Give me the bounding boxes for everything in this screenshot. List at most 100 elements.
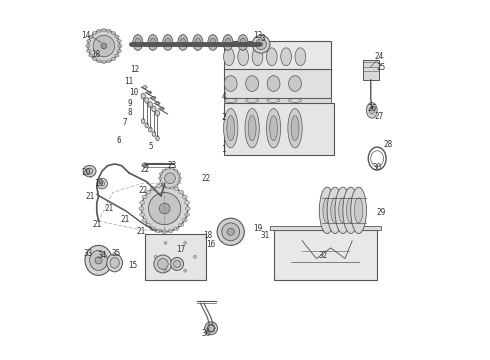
- Ellipse shape: [140, 213, 145, 216]
- Ellipse shape: [151, 96, 156, 99]
- Ellipse shape: [159, 173, 163, 175]
- Ellipse shape: [208, 35, 218, 50]
- Ellipse shape: [193, 35, 203, 50]
- Bar: [223, 98, 331, 103]
- Ellipse shape: [90, 250, 107, 270]
- Text: 8: 8: [127, 108, 132, 117]
- Circle shape: [227, 228, 234, 235]
- Text: 9: 9: [127, 99, 132, 108]
- Circle shape: [252, 35, 270, 53]
- Ellipse shape: [178, 177, 182, 179]
- Circle shape: [213, 325, 215, 327]
- Ellipse shape: [174, 227, 179, 230]
- Ellipse shape: [162, 184, 167, 187]
- Ellipse shape: [156, 102, 160, 105]
- Circle shape: [164, 242, 167, 244]
- Ellipse shape: [288, 109, 302, 148]
- Bar: [270, 226, 381, 230]
- Ellipse shape: [140, 201, 145, 204]
- Text: 15: 15: [128, 261, 137, 270]
- Ellipse shape: [107, 254, 122, 272]
- Ellipse shape: [227, 116, 235, 141]
- Ellipse shape: [177, 173, 181, 175]
- Circle shape: [157, 258, 168, 269]
- Ellipse shape: [155, 111, 160, 116]
- Bar: [223, 103, 334, 155]
- Ellipse shape: [148, 35, 158, 50]
- Circle shape: [154, 255, 172, 273]
- Bar: [145, 234, 206, 280]
- Ellipse shape: [159, 181, 163, 184]
- Ellipse shape: [224, 76, 237, 91]
- Text: 22: 22: [140, 165, 149, 174]
- Ellipse shape: [289, 76, 301, 91]
- Ellipse shape: [210, 38, 216, 47]
- Ellipse shape: [252, 48, 263, 66]
- Ellipse shape: [89, 54, 93, 57]
- Ellipse shape: [248, 116, 256, 141]
- Text: 26: 26: [367, 104, 376, 113]
- Ellipse shape: [115, 54, 119, 57]
- Circle shape: [210, 324, 212, 325]
- Text: 1: 1: [221, 145, 226, 154]
- Circle shape: [173, 260, 181, 267]
- Circle shape: [184, 269, 187, 272]
- Ellipse shape: [165, 38, 171, 47]
- Ellipse shape: [182, 219, 187, 222]
- Text: 19: 19: [94, 179, 103, 188]
- Text: 6: 6: [117, 136, 121, 145]
- Text: 4: 4: [221, 91, 226, 100]
- Text: 20: 20: [81, 168, 91, 177]
- Text: 3: 3: [261, 35, 265, 44]
- Ellipse shape: [223, 35, 233, 50]
- Ellipse shape: [270, 116, 277, 141]
- Ellipse shape: [115, 35, 119, 38]
- Text: 33: 33: [84, 249, 93, 258]
- Text: 10: 10: [129, 88, 138, 97]
- Text: 34: 34: [98, 251, 107, 260]
- Circle shape: [159, 203, 170, 214]
- Ellipse shape: [369, 107, 374, 114]
- Circle shape: [205, 322, 218, 335]
- Circle shape: [184, 242, 187, 244]
- Ellipse shape: [139, 207, 144, 210]
- Ellipse shape: [195, 38, 201, 47]
- Ellipse shape: [92, 32, 97, 35]
- Ellipse shape: [343, 187, 359, 234]
- Ellipse shape: [92, 58, 97, 60]
- Text: 12: 12: [130, 65, 139, 74]
- Ellipse shape: [86, 40, 91, 42]
- Text: 2: 2: [221, 113, 226, 122]
- Ellipse shape: [281, 48, 292, 66]
- Text: 36: 36: [201, 329, 210, 338]
- Ellipse shape: [185, 213, 190, 216]
- Bar: [223, 69, 331, 98]
- Ellipse shape: [97, 29, 101, 32]
- Ellipse shape: [339, 198, 347, 223]
- Text: 24: 24: [374, 52, 384, 61]
- Text: 16: 16: [206, 240, 216, 249]
- Ellipse shape: [146, 190, 151, 194]
- Ellipse shape: [178, 223, 184, 227]
- Text: 21: 21: [137, 227, 146, 236]
- Ellipse shape: [142, 163, 148, 167]
- Text: 23: 23: [167, 161, 176, 170]
- Ellipse shape: [142, 219, 147, 222]
- Ellipse shape: [319, 187, 335, 234]
- Circle shape: [142, 185, 188, 232]
- Text: 29: 29: [376, 208, 385, 217]
- Ellipse shape: [166, 167, 170, 170]
- Ellipse shape: [152, 106, 156, 112]
- Text: 5: 5: [148, 141, 153, 150]
- Text: 19: 19: [253, 224, 262, 233]
- Circle shape: [210, 331, 212, 333]
- Text: 27: 27: [374, 112, 384, 121]
- Ellipse shape: [367, 103, 377, 118]
- Ellipse shape: [150, 187, 155, 190]
- Circle shape: [259, 42, 263, 46]
- Ellipse shape: [180, 38, 186, 47]
- Ellipse shape: [185, 207, 190, 210]
- Ellipse shape: [110, 257, 119, 268]
- Text: 21: 21: [85, 192, 94, 201]
- Circle shape: [165, 173, 175, 184]
